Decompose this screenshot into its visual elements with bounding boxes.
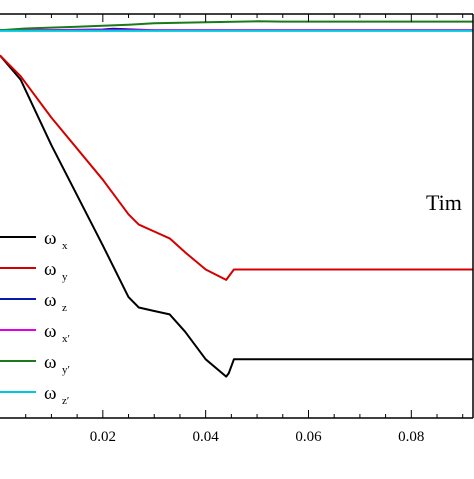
series-layer xyxy=(0,20,473,378)
legend-label-3: ω xyxy=(44,321,57,342)
series-line-0 xyxy=(0,54,473,378)
legend-sub-4: y′ xyxy=(62,364,70,376)
legend-label-5: ω xyxy=(44,383,57,404)
x-tick-label: 0.06 xyxy=(295,429,322,445)
legend-sub-0: x xyxy=(62,240,68,252)
x-tick-label: 0.04 xyxy=(193,429,220,445)
legend-label-2: ω xyxy=(44,290,57,311)
series-line-4 xyxy=(0,20,473,32)
legend-sub-1: y xyxy=(62,271,68,283)
legend-sub-3: x′ xyxy=(62,333,70,345)
axes-layer: 0.02 0.04 0.06 0.08 xyxy=(0,13,474,445)
x-tick-label: 0.08 xyxy=(398,429,424,445)
x-tick-label: 0.02 xyxy=(90,429,116,445)
legend-sub-2: z xyxy=(62,302,67,314)
legend: ω xω yω zω x′ω y′ω z′ xyxy=(0,228,70,407)
series-line-1 xyxy=(0,54,473,281)
legend-sub-5: z′ xyxy=(62,395,69,407)
legend-label-0: ω xyxy=(44,228,57,249)
x-axis-label: Tim xyxy=(426,190,462,215)
legend-label-1: ω xyxy=(44,259,57,280)
legend-label-4: ω xyxy=(44,352,57,373)
